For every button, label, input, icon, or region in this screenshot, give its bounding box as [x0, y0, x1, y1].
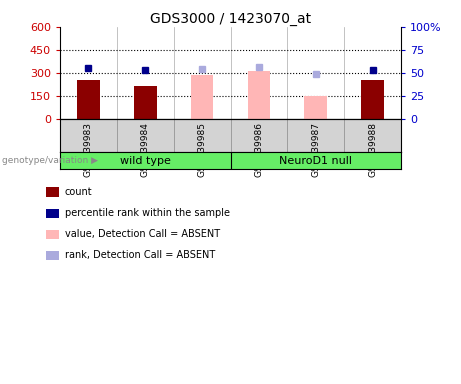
Text: count: count: [65, 187, 92, 197]
Text: NeuroD1 null: NeuroD1 null: [279, 156, 352, 166]
Bar: [304, 96, 327, 119]
Title: GDS3000 / 1423070_at: GDS3000 / 1423070_at: [150, 12, 311, 26]
Bar: [248, 71, 270, 119]
Text: GSM139986: GSM139986: [254, 122, 263, 177]
Text: GSM139987: GSM139987: [311, 122, 320, 177]
Text: wild type: wild type: [120, 156, 171, 166]
Text: GSM139984: GSM139984: [141, 122, 150, 177]
Text: rank, Detection Call = ABSENT: rank, Detection Call = ABSENT: [65, 250, 215, 260]
Text: genotype/variation ▶: genotype/variation ▶: [2, 156, 98, 165]
Text: percentile rank within the sample: percentile rank within the sample: [65, 208, 230, 218]
Bar: [77, 80, 100, 119]
Text: GSM139983: GSM139983: [84, 122, 93, 177]
Bar: [191, 75, 213, 119]
Text: GSM139985: GSM139985: [198, 122, 207, 177]
Bar: [134, 86, 157, 119]
Bar: [361, 80, 384, 119]
Text: GSM139988: GSM139988: [368, 122, 377, 177]
Text: value, Detection Call = ABSENT: value, Detection Call = ABSENT: [65, 229, 219, 239]
